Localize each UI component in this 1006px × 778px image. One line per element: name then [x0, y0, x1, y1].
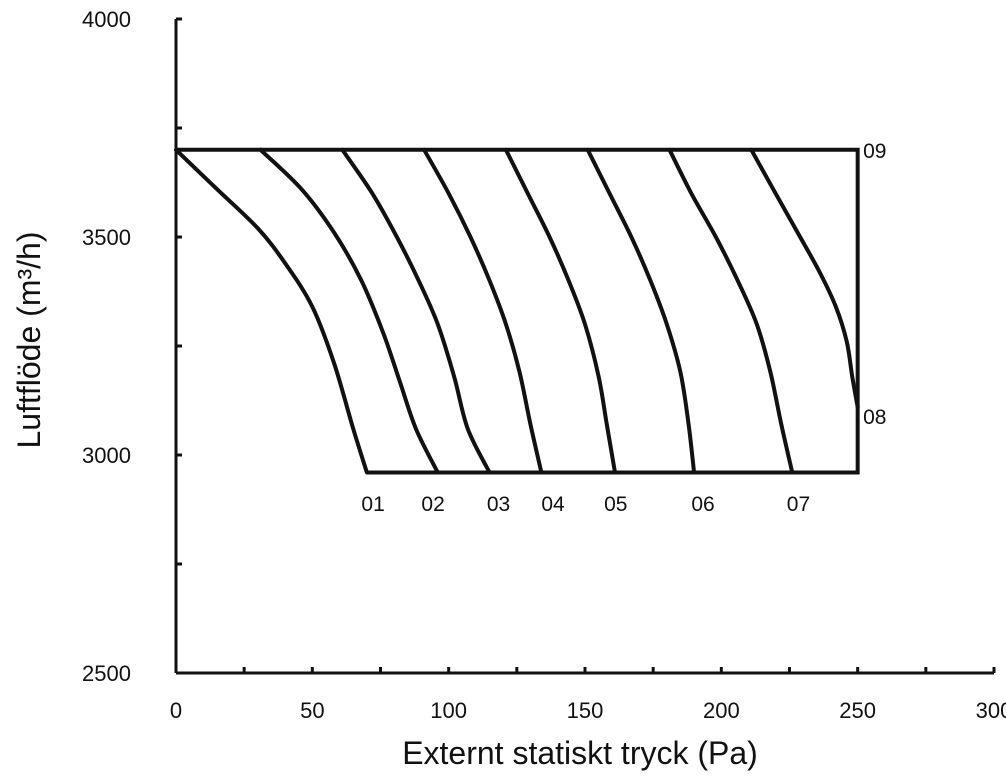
curve-label-01: 01 [361, 493, 384, 516]
fan-curves [174, 147, 860, 475]
fan-curve-08 [749, 147, 860, 410]
fan-curve-04 [422, 147, 544, 475]
fan-curve-02 [258, 147, 440, 475]
curve-label-05: 05 [604, 493, 627, 516]
ticks [174, 17, 996, 675]
curve-label-08: 08 [863, 406, 886, 429]
y-tick-label: 3000 [82, 443, 131, 468]
curve-label-07: 07 [787, 493, 810, 516]
y-axis-title: Luftflöde (m³/h) [11, 232, 47, 449]
x-tick-label: 50 [300, 698, 324, 723]
y-tick-label: 2500 [82, 661, 131, 686]
x-tick-label: 200 [703, 698, 740, 723]
fan-curve-07 [667, 147, 795, 475]
fan-curve-06 [585, 147, 697, 475]
y-tick-label: 4000 [82, 7, 131, 32]
curve-label-02: 02 [421, 493, 444, 516]
fan-curve-03 [340, 147, 492, 475]
fan-curve-05 [503, 147, 617, 475]
curve-label-04: 04 [541, 493, 565, 516]
x-tick-label: 300 [976, 698, 1006, 723]
x-tick-label: 250 [839, 698, 876, 723]
tick-labels: 0501001502002503002500300035004000 [82, 7, 1006, 723]
curve-label-03: 03 [487, 493, 510, 516]
fan-curve-01 [174, 147, 369, 475]
operating-frame [176, 147, 860, 475]
curve-labels: 01 02 03 04 05 06 07 08 09 [361, 140, 886, 516]
x-axis-title: Externt statiskt tryck (Pa) [402, 735, 758, 771]
x-tick-label: 100 [430, 698, 467, 723]
curve-label-06: 06 [691, 493, 714, 516]
curve-label-09: 09 [863, 140, 886, 163]
x-tick-label: 0 [170, 698, 182, 723]
frame-boundary [176, 147, 860, 475]
x-tick-label: 150 [567, 698, 604, 723]
y-tick-label: 3500 [82, 225, 131, 250]
axes [174, 19, 994, 675]
